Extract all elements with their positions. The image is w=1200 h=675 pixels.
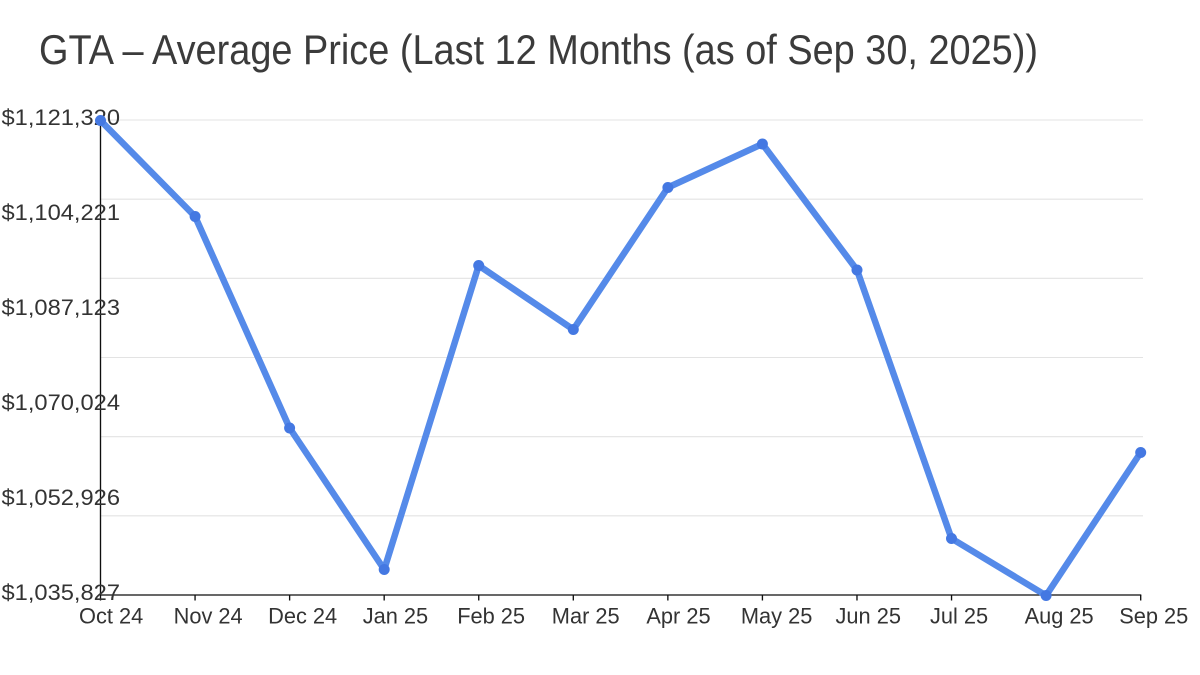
svg-text:Jun 25: Jun 25 [836, 604, 901, 629]
svg-text:$1,087,123: $1,087,123 [2, 295, 121, 320]
svg-text:$1,070,024: $1,070,024 [2, 390, 121, 415]
svg-text:Sep 25: Sep 25 [1119, 604, 1188, 629]
svg-text:Mar 25: Mar 25 [552, 604, 620, 629]
svg-text:Apr 25: Apr 25 [646, 604, 710, 629]
svg-text:Oct 24: Oct 24 [79, 604, 143, 629]
svg-text:Jul 25: Jul 25 [930, 604, 988, 629]
svg-text:Feb 25: Feb 25 [457, 604, 525, 629]
svg-text:GTA – Average Price (Last 12 M: GTA – Average Price (Last 12 Months (as … [39, 26, 1038, 73]
svg-text:$1,052,926: $1,052,926 [2, 485, 121, 510]
svg-text:May 25: May 25 [741, 604, 812, 629]
svg-text:Aug 25: Aug 25 [1025, 604, 1094, 629]
svg-text:Dec 24: Dec 24 [268, 604, 337, 629]
svg-text:$1,035,827: $1,035,827 [2, 580, 121, 605]
svg-text:Jan 25: Jan 25 [363, 604, 428, 629]
svg-text:Nov 24: Nov 24 [174, 604, 243, 629]
svg-text:$1,104,221: $1,104,221 [2, 200, 121, 225]
